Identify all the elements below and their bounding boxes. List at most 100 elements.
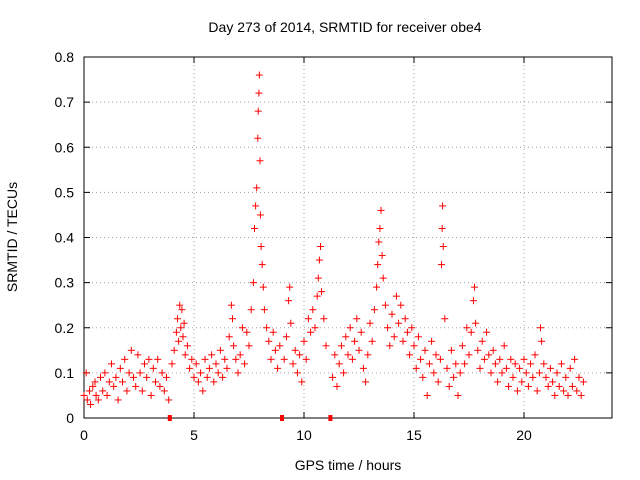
data-point <box>227 301 235 309</box>
data-point <box>296 351 304 359</box>
data-point <box>535 369 543 377</box>
data-gap-marker <box>280 415 284 421</box>
x-tick-label: 5 <box>190 427 198 443</box>
x-tick-label: 20 <box>516 427 532 443</box>
data-point <box>216 346 224 354</box>
data-point <box>163 373 170 381</box>
data-point <box>130 373 137 381</box>
data-point <box>132 382 140 390</box>
data-point <box>368 337 376 345</box>
y-tick-label: 0.3 <box>55 275 75 291</box>
data-point <box>395 319 403 327</box>
data-point <box>92 391 100 399</box>
data-point <box>524 382 532 390</box>
data-point <box>447 346 455 354</box>
data-point <box>566 364 574 372</box>
data-point <box>489 346 497 354</box>
data-point <box>160 387 168 395</box>
data-point <box>502 364 510 372</box>
data-point <box>247 306 255 314</box>
data-point <box>254 107 262 115</box>
data-point <box>99 387 107 395</box>
data-point <box>322 342 330 350</box>
data-point <box>498 369 506 377</box>
data-point <box>82 369 90 377</box>
data-point <box>564 391 572 399</box>
data-point <box>337 342 345 350</box>
data-point <box>577 391 585 399</box>
data-point <box>203 373 211 381</box>
x-axis-label: GPS time / hours <box>295 457 402 473</box>
data-point <box>243 328 251 336</box>
data-point <box>253 184 261 192</box>
data-point <box>516 364 524 372</box>
data-point <box>469 297 477 305</box>
data-point <box>537 324 544 332</box>
data-point <box>214 369 222 377</box>
data-point <box>355 346 363 354</box>
data-point <box>252 202 260 210</box>
data-point <box>438 261 445 269</box>
data-point <box>376 224 384 232</box>
data-point <box>454 391 462 399</box>
data-point <box>362 378 370 386</box>
data-point <box>428 337 436 345</box>
data-point <box>91 378 99 386</box>
data-point <box>478 337 486 345</box>
data-point <box>238 324 246 332</box>
data-point <box>467 328 475 336</box>
data-point <box>274 364 282 372</box>
data-point <box>518 378 526 386</box>
data-point <box>234 369 242 377</box>
data-point <box>553 369 561 377</box>
data-point <box>412 364 420 372</box>
data-point <box>458 342 466 350</box>
data-point <box>505 382 513 390</box>
y-axis-label: SRMTID / TECUs <box>4 182 20 292</box>
data-point <box>154 355 162 363</box>
data-point <box>465 351 473 359</box>
data-point <box>542 373 550 381</box>
data-point <box>374 261 382 269</box>
data-point <box>421 346 429 354</box>
data-point <box>315 256 323 264</box>
data-point <box>476 364 484 372</box>
data-point <box>335 360 343 368</box>
data-point <box>438 224 446 232</box>
data-point <box>320 315 328 323</box>
data-point <box>143 373 151 381</box>
data-point <box>443 364 451 372</box>
data-point <box>430 369 438 377</box>
data-point <box>152 378 159 386</box>
data-point <box>141 360 148 368</box>
data-point <box>219 373 227 381</box>
data-point <box>540 360 548 368</box>
data-point <box>384 324 392 332</box>
data-point <box>417 355 425 363</box>
data-point <box>410 342 418 350</box>
data-point <box>172 328 180 336</box>
data-point <box>419 373 427 381</box>
data-point <box>223 364 231 372</box>
data-point <box>474 346 482 354</box>
data-point <box>282 333 290 341</box>
data-point <box>127 346 135 354</box>
data-point <box>97 373 104 381</box>
data-point <box>533 387 541 395</box>
data-point <box>509 373 517 381</box>
data-point <box>80 391 88 399</box>
data-point <box>194 378 202 386</box>
data-point <box>229 315 236 323</box>
data-point <box>579 378 587 386</box>
data-point <box>108 360 115 368</box>
data-point <box>544 382 552 390</box>
data-point <box>201 355 209 363</box>
data-point <box>555 382 563 390</box>
data-point <box>177 324 185 332</box>
data-point <box>269 328 277 336</box>
y-tick-label: 0.4 <box>55 230 75 246</box>
data-point <box>348 355 356 363</box>
data-point <box>436 355 444 363</box>
data-point <box>205 364 213 372</box>
data-point <box>381 301 389 309</box>
